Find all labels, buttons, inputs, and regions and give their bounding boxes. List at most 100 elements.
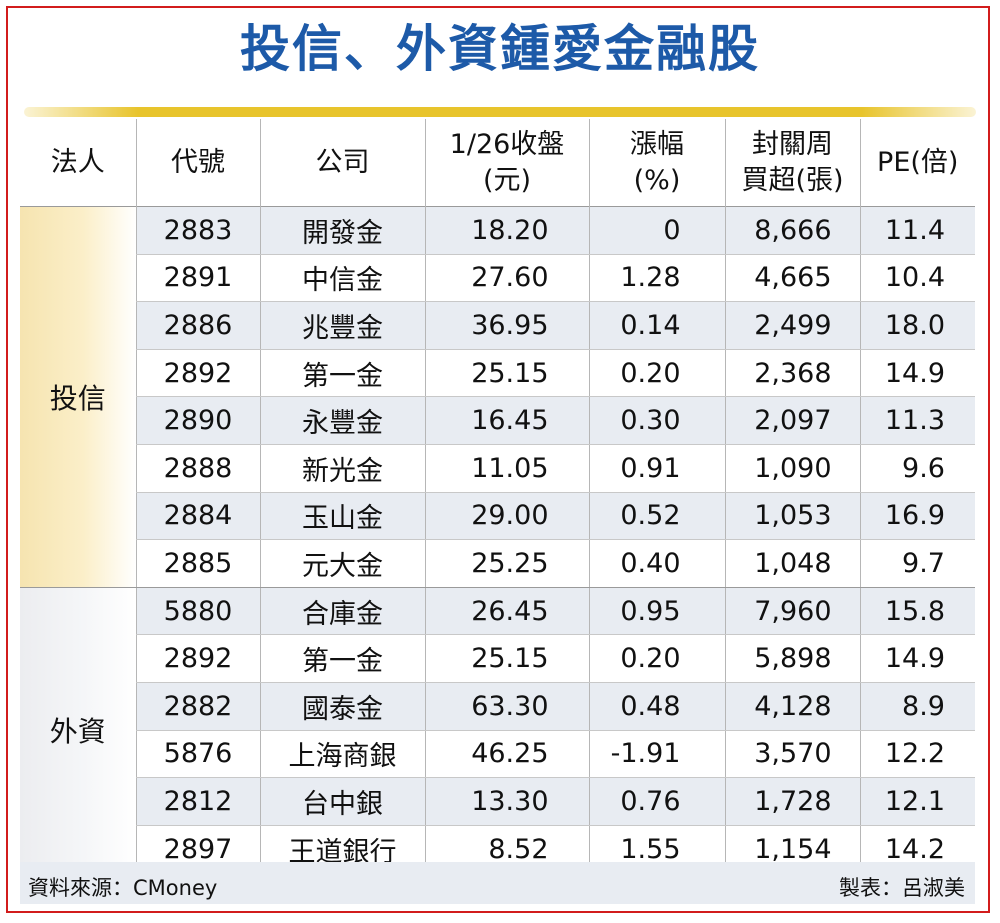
cell-change: 0.14	[588, 301, 725, 350]
col-header-code: 代號	[135, 119, 260, 207]
cell-net-buy: 4,128	[724, 682, 860, 731]
table-row: 2885 元大金 25.25 0.40 1,048 9.7	[20, 539, 975, 588]
cell-net-buy: 2,499	[724, 301, 860, 350]
cell-pe: 14.9	[859, 634, 975, 683]
cell-net-buy: 2,097	[724, 396, 860, 445]
cell-code: 5880	[135, 587, 260, 636]
cell-net-buy: 1,053	[724, 492, 860, 541]
cell-close: 11.05	[424, 444, 589, 493]
cell-change: 0.20	[588, 349, 725, 398]
cell-code: 2890	[135, 396, 260, 445]
cell-code: 2888	[135, 444, 260, 493]
table-row: 2891 中信金 27.60 1.28 4,665 10.4	[20, 254, 975, 303]
cell-close: 18.20	[424, 206, 589, 255]
cell-code: 2812	[135, 777, 260, 826]
cell-close: 13.30	[424, 777, 589, 826]
institution-label: 投信	[20, 206, 136, 588]
cell-code: 2892	[135, 634, 260, 683]
cell-pe: 15.8	[859, 587, 975, 636]
cell-pe: 12.1	[859, 777, 975, 826]
group-foreign-investors: 外資 5880 合庫金 26.45 0.95 7,960 15.8 2892 第一金 25.15 0…	[20, 587, 975, 874]
cell-net-buy: 8,666	[724, 206, 860, 255]
cell-company: 兆豐金	[259, 301, 425, 350]
cell-code: 2892	[135, 349, 260, 398]
cell-close: 63.30	[424, 682, 589, 731]
cell-pe: 18.0	[859, 301, 975, 350]
cell-pe: 11.3	[859, 396, 975, 445]
cell-change: -1.91	[588, 730, 725, 779]
source-note: 資料來源：CMoney	[28, 876, 218, 900]
col-header-net-buy: 封關周 買超(張)	[724, 119, 860, 207]
cell-change: 0	[588, 206, 725, 255]
cell-code: 2882	[135, 682, 260, 731]
table-row: 外資 5880 合庫金 26.45 0.95 7,960 15.8	[20, 587, 975, 874]
header-row: 法人 代號 公司 1/26收盤 (元) 漲幅 (%) 封關周 買超(張) PE(倍)	[20, 119, 975, 207]
stock-table: 法人 代號 公司 1/26收盤 (元) 漲幅 (%) 封關周 買超(張) PE(倍) …	[20, 119, 975, 874]
cell-company: 永豐金	[259, 396, 425, 445]
cell-company: 第一金	[259, 349, 425, 398]
cell-change: 0.95	[588, 587, 725, 636]
cell-code: 2891	[135, 254, 260, 303]
col-header-company: 公司	[259, 119, 425, 207]
cell-close: 25.15	[424, 634, 589, 683]
cell-pe: 11.4	[859, 206, 975, 255]
cell-code: 2883	[135, 206, 260, 255]
table-row: 5876 上海商銀 46.25 -1.91 3,570 12.2	[20, 730, 975, 779]
footer: 資料來源：CMoney 製表：呂淑美	[20, 862, 975, 904]
cell-code: 5876	[135, 730, 260, 779]
cell-change: 0.76	[588, 777, 725, 826]
cell-company: 台中銀	[259, 777, 425, 826]
cell-change: 0.48	[588, 682, 725, 731]
maker-note: 製表：呂淑美	[839, 876, 965, 900]
cell-net-buy: 4,665	[724, 254, 860, 303]
cell-change: 0.52	[588, 492, 725, 541]
cell-change: 0.20	[588, 634, 725, 683]
institution-label: 外資	[20, 587, 136, 874]
cell-pe: 12.2	[859, 730, 975, 779]
cell-close: 26.45	[424, 587, 589, 636]
table-row: 2892 第一金 25.15 0.20 5,898 14.9	[20, 634, 975, 683]
cell-close: 25.25	[424, 539, 589, 588]
cell-pe: 14.9	[859, 349, 975, 398]
table-row: 2892 第一金 25.15 0.20 2,368 14.9	[20, 349, 975, 398]
col-header-pe: PE(倍)	[859, 119, 975, 207]
cell-change: 1.28	[588, 254, 725, 303]
cell-company: 元大金	[259, 539, 425, 588]
stock-table-container: 法人 代號 公司 1/26收盤 (元) 漲幅 (%) 封關周 買超(張) PE(倍) …	[20, 119, 975, 874]
cell-net-buy: 2,368	[724, 349, 860, 398]
cell-close: 36.95	[424, 301, 589, 350]
cell-close: 29.00	[424, 492, 589, 541]
col-header-change: 漲幅 (%)	[588, 119, 725, 207]
table-row: 2812 台中銀 13.30 0.76 1,728 12.1	[20, 777, 975, 826]
cell-net-buy: 7,960	[724, 587, 860, 636]
table-row: 投信 2883 開發金 18.20 0 8,666 11.4	[20, 206, 975, 588]
cell-pe: 9.6	[859, 444, 975, 493]
cell-company: 上海商銀	[259, 730, 425, 779]
table-row: 2882 國泰金 63.30 0.48 4,128 8.9	[20, 682, 975, 731]
cell-pe: 10.4	[859, 254, 975, 303]
cell-close: 46.25	[424, 730, 589, 779]
cell-company: 新光金	[259, 444, 425, 493]
cell-company: 開發金	[259, 206, 425, 255]
cell-net-buy: 1,090	[724, 444, 860, 493]
cell-company: 玉山金	[259, 492, 425, 541]
col-header-close: 1/26收盤 (元)	[424, 119, 589, 207]
table-row: 2886 兆豐金 36.95 0.14 2,499 18.0	[20, 301, 975, 350]
cell-code: 2886	[135, 301, 260, 350]
cell-net-buy: 1,728	[724, 777, 860, 826]
page-title: 投信、外資鍾愛金融股	[240, 20, 760, 78]
cell-code: 2884	[135, 492, 260, 541]
cell-close: 27.60	[424, 254, 589, 303]
title-underline	[24, 107, 976, 117]
table-row: 2888 新光金 11.05 0.91 1,090 9.6	[20, 444, 975, 493]
cell-close: 25.15	[424, 349, 589, 398]
cell-net-buy: 1,048	[724, 539, 860, 588]
cell-change: 0.40	[588, 539, 725, 588]
table-row: 2884 玉山金 29.00 0.52 1,053 16.9	[20, 492, 975, 541]
cell-change: 0.30	[588, 396, 725, 445]
cell-company: 合庫金	[259, 587, 425, 636]
cell-company: 中信金	[259, 254, 425, 303]
table-row: 2890 永豐金 16.45 0.30 2,097 11.3	[20, 396, 975, 445]
cell-close: 16.45	[424, 396, 589, 445]
col-header-institution: 法人	[50, 146, 105, 178]
